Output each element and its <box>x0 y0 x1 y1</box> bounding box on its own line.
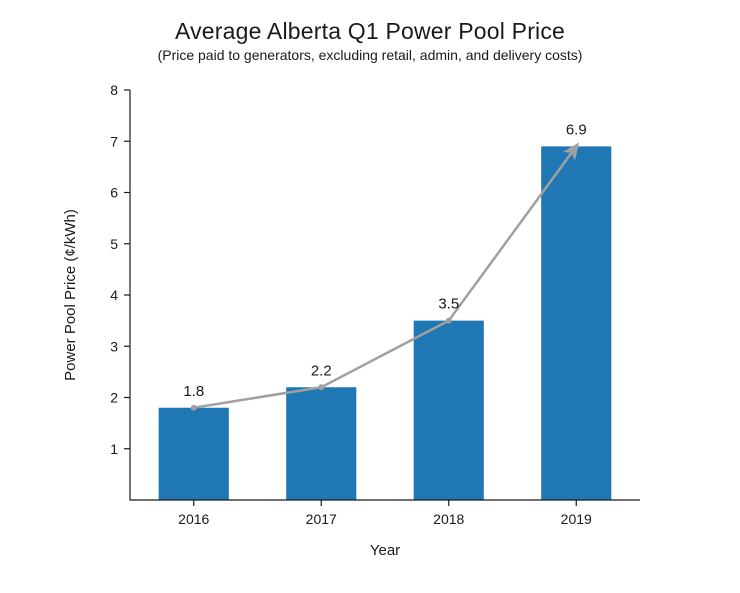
trend-marker <box>191 405 197 411</box>
y-tick-label: 6 <box>110 185 118 201</box>
bar <box>286 387 356 500</box>
y-tick-label: 2 <box>110 390 118 406</box>
x-tick-label: 2017 <box>306 511 337 527</box>
y-axis-label: Power Pool Price (¢/kWh) <box>62 209 79 381</box>
x-tick-label: 2018 <box>433 511 464 527</box>
y-tick-label: 8 <box>110 82 118 98</box>
bar <box>541 146 611 500</box>
value-label: 3.5 <box>438 296 459 313</box>
y-tick-label: 7 <box>110 133 118 149</box>
trend-line <box>194 146 577 407</box>
y-tick-label: 4 <box>110 287 118 303</box>
x-tick-label: 2019 <box>561 511 592 527</box>
value-label: 1.8 <box>183 383 204 400</box>
chart-svg: 1 2 3 4 5 6 7 8 2016 2017 2018 2019 1.8 2.2 3.5 6.9 Year… <box>0 0 740 593</box>
trend-marker <box>318 384 324 390</box>
y-tick-label: 5 <box>110 236 118 252</box>
y-tick-label: 3 <box>110 338 118 354</box>
value-label: 2.2 <box>311 362 332 379</box>
value-label: 6.9 <box>566 121 587 138</box>
y-tick-label: 1 <box>110 441 118 457</box>
bar <box>414 321 484 500</box>
x-axis-label: Year <box>370 542 400 559</box>
trend-marker <box>446 318 452 324</box>
x-tick-label: 2016 <box>178 511 209 527</box>
chart-container: Average Alberta Q1 Power Pool Price (Pri… <box>0 0 740 593</box>
bar <box>159 408 229 500</box>
